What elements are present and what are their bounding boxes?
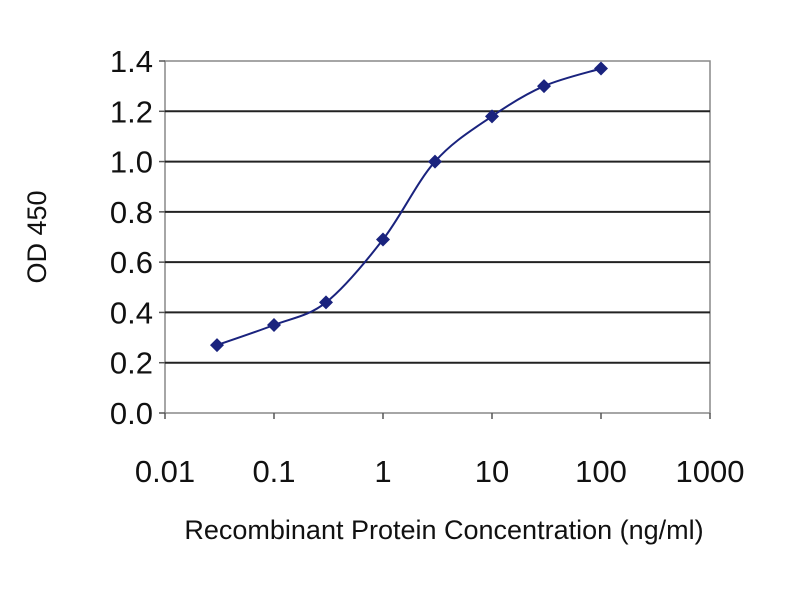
y-tick-label: 1.0 (110, 145, 153, 180)
data-point (428, 154, 443, 169)
y-axis: 0.0 0.2 0.4 0.6 0.8 1.0 1.2 1.4 (110, 44, 165, 431)
data-point (376, 232, 390, 247)
data-point (594, 61, 608, 76)
y-axis-title: OD 450 (22, 190, 52, 283)
data-point (319, 295, 334, 310)
x-axis: 0.01 0.1 1 10 100 1000 (135, 413, 745, 489)
y-tick-label: 1.2 (110, 94, 153, 129)
data-point (267, 318, 281, 332)
y-tick-label: 0.8 (110, 195, 153, 230)
y-tick-label: 0.4 (110, 295, 153, 330)
y-tick-label: 0.6 (110, 245, 153, 280)
x-tick-label: 0.01 (135, 454, 195, 489)
x-tick-label: 0.1 (252, 454, 295, 489)
data-point (485, 109, 499, 124)
x-axis-title: Recombinant Protein Concentration (ng/ml… (184, 515, 703, 545)
plot-area (164, 60, 711, 414)
x-tick-label: 1000 (676, 454, 745, 489)
x-tick-label: 100 (575, 454, 627, 489)
data-point (537, 79, 552, 94)
series-line (216, 67, 602, 347)
series-layer (210, 61, 608, 353)
x-tick-label: 1 (374, 454, 391, 489)
data-point (210, 338, 225, 353)
x-tick-label: 10 (475, 454, 509, 489)
y-tick-label: 0.0 (110, 396, 153, 431)
y-tick-label: 0.2 (110, 346, 153, 381)
y-tick-label: 1.4 (110, 44, 153, 79)
